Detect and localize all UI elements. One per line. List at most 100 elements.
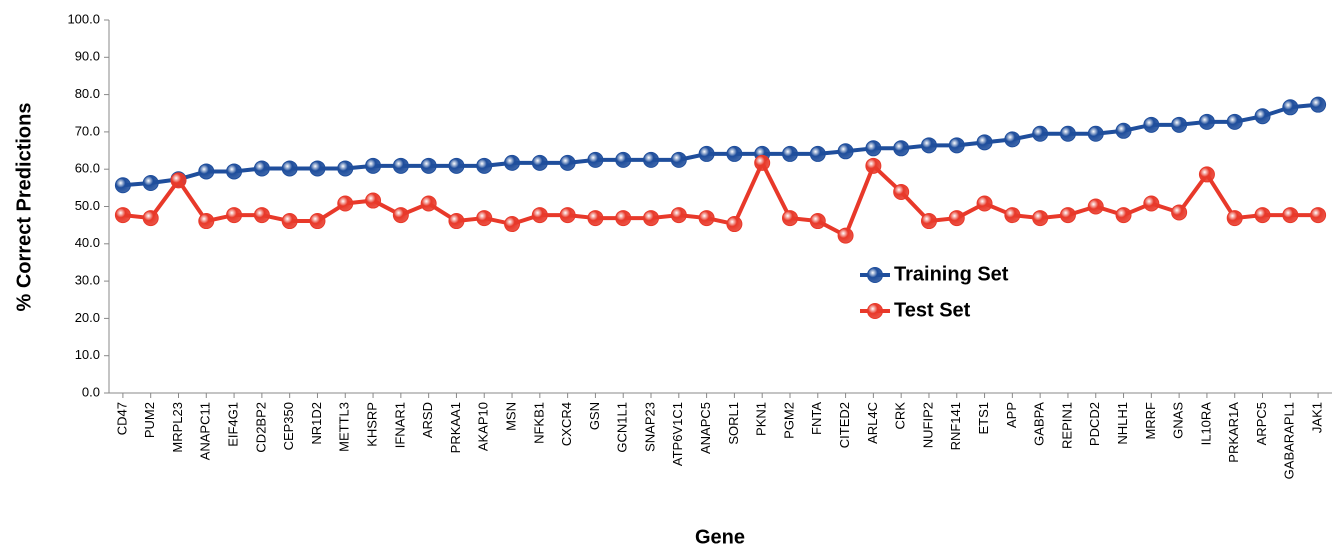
data-point: [531, 154, 548, 171]
data-point: [1115, 207, 1132, 224]
data-point: [1254, 108, 1271, 125]
x-tick-label: AKAP10: [476, 402, 491, 451]
data-point: [309, 160, 326, 177]
data-point: [392, 207, 409, 224]
y-tick-label: 10.0: [75, 347, 100, 362]
data-point: [865, 157, 882, 174]
data-point: [948, 210, 965, 227]
data-point: [504, 216, 521, 233]
x-tick-label: APP: [1004, 402, 1019, 428]
x-tick-label: SORL1: [726, 402, 741, 445]
data-point: [337, 195, 354, 212]
data-point: [865, 140, 882, 157]
data-point: [976, 134, 993, 151]
x-tick-label: ARPC5: [1254, 402, 1269, 445]
data-point: [643, 151, 660, 168]
data-point: [1059, 125, 1076, 142]
y-tick-label: 90.0: [75, 49, 100, 64]
data-point: [420, 195, 437, 212]
data-point: [365, 192, 382, 209]
data-point: [337, 160, 354, 177]
data-point: [1115, 122, 1132, 139]
x-tick-label: CD2BP2: [253, 402, 268, 453]
legend-label: Test Set: [894, 299, 971, 321]
x-tick-label: CD47: [114, 402, 129, 435]
data-point: [392, 157, 409, 174]
data-point: [1254, 207, 1271, 224]
data-point: [1171, 204, 1188, 221]
data-point: [809, 145, 826, 162]
x-tick-label: GABARAPL1: [1282, 402, 1297, 479]
data-point: [448, 213, 465, 230]
data-point: [1310, 96, 1327, 113]
data-point: [253, 207, 270, 224]
data-point: [587, 210, 604, 227]
x-tick-label: CITED2: [837, 402, 852, 448]
data-point: [1282, 207, 1299, 224]
x-tick-label: IFNAR1: [392, 402, 407, 448]
data-point: [1282, 99, 1299, 116]
data-point: [1004, 131, 1021, 148]
y-tick-label: 70.0: [75, 123, 100, 138]
x-tick-label: MRPL23: [170, 402, 185, 453]
data-point: [1143, 116, 1160, 133]
x-tick-label: MSN: [503, 402, 518, 431]
data-point: [1059, 207, 1076, 224]
data-point: [1198, 113, 1215, 130]
x-tick-label: METTL3: [337, 402, 352, 452]
data-point: [448, 157, 465, 174]
data-point: [531, 207, 548, 224]
data-point: [726, 216, 743, 233]
x-tick-label: NHLH1: [1115, 402, 1130, 445]
data-point: [893, 140, 910, 157]
data-point: [976, 195, 993, 212]
data-point: [781, 210, 798, 227]
x-tick-label: NUFIP2: [920, 402, 935, 448]
data-point: [781, 145, 798, 162]
data-point: [587, 151, 604, 168]
legend-label: Training Set: [894, 263, 1009, 285]
x-tick-label: CEP350: [281, 402, 296, 450]
data-point: [1087, 125, 1104, 142]
y-tick-label: 30.0: [75, 273, 100, 288]
x-tick-label: GABPA: [1032, 402, 1047, 446]
x-tick-label: PRKAA1: [448, 402, 463, 453]
data-point: [1226, 113, 1243, 130]
data-point: [643, 210, 660, 227]
x-tick-label: FNTA: [809, 402, 824, 435]
x-tick-label: EIF4G1: [226, 402, 241, 447]
series-line: [122, 102, 1319, 188]
data-point: [476, 210, 493, 227]
data-point: [948, 137, 965, 154]
x-tick-label: REPIN1: [1059, 402, 1074, 449]
data-point: [837, 227, 854, 244]
data-point: [1310, 207, 1327, 224]
data-point: [476, 157, 493, 174]
data-point: [670, 207, 687, 224]
data-point: [559, 154, 576, 171]
x-tick-label: ARL4C: [865, 402, 880, 444]
data-point: [698, 210, 715, 227]
y-tick-label: 40.0: [75, 235, 100, 250]
x-tick-label: KHSRP: [364, 402, 379, 447]
data-point: [1004, 207, 1021, 224]
x-tick-label: IL10RA: [1198, 402, 1213, 446]
data-point: [615, 151, 632, 168]
data-point: [1032, 125, 1049, 142]
data-point: [142, 210, 159, 227]
x-tick-label: CRK: [893, 402, 908, 430]
data-point: [226, 207, 243, 224]
data-point: [1087, 198, 1104, 215]
x-tick-label: PGM2: [781, 402, 796, 439]
data-point: [615, 210, 632, 227]
x-tick-label: PUM2: [142, 402, 157, 438]
data-point: [365, 157, 382, 174]
data-point: [670, 151, 687, 168]
x-tick-label: SNAP23: [642, 402, 657, 452]
x-tick-label: MRRF: [1143, 402, 1158, 440]
data-point: [1143, 195, 1160, 212]
x-tick-label: GCN1L1: [615, 402, 630, 453]
y-tick-label: 80.0: [75, 86, 100, 101]
legend-marker: [867, 267, 883, 283]
